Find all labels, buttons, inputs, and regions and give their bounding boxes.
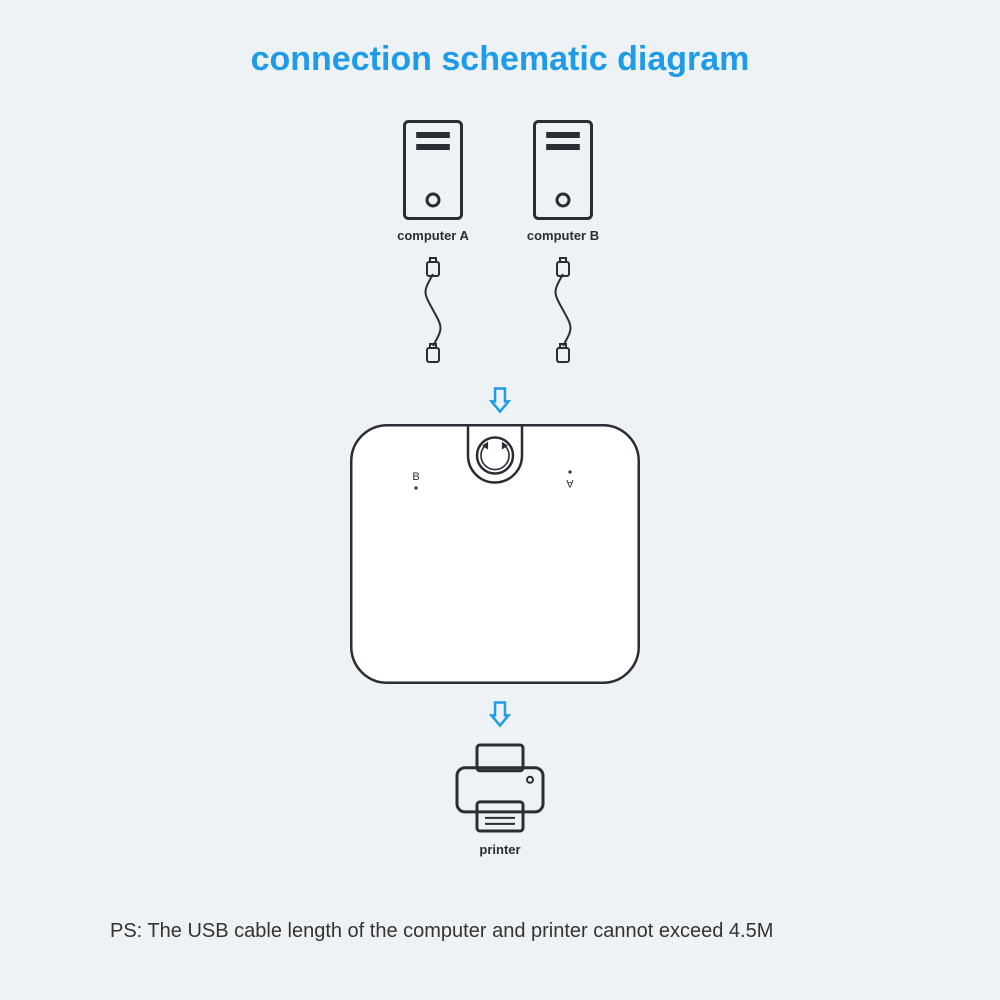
usb-cable-b-icon [543,256,583,364]
computer-a-label: computer A [383,228,483,243]
printer-icon [454,742,546,834]
usb-cable-a-icon [413,256,453,364]
footnote: PS: The USB cable length of the computer… [110,920,773,943]
usb-switch-box: B A [350,424,640,684]
printer-label: printer [450,842,550,857]
arrow-down-icon [489,700,511,728]
svg-text:B: B [412,471,419,483]
computer-b-label: computer B [513,228,613,243]
computer-b-icon [533,120,593,220]
svg-text:A: A [566,477,574,489]
computer-a-icon [403,120,463,220]
arrow-down-icon [489,386,511,414]
page-title: connection schematic diagram [0,40,1000,79]
